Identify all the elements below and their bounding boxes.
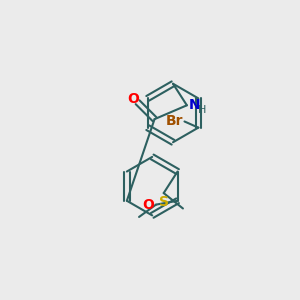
Text: N: N <box>188 98 200 112</box>
Text: S: S <box>159 195 169 209</box>
Text: Br: Br <box>165 115 183 128</box>
Text: O: O <box>142 198 154 212</box>
Text: O: O <box>127 92 139 106</box>
Text: H: H <box>198 105 206 115</box>
